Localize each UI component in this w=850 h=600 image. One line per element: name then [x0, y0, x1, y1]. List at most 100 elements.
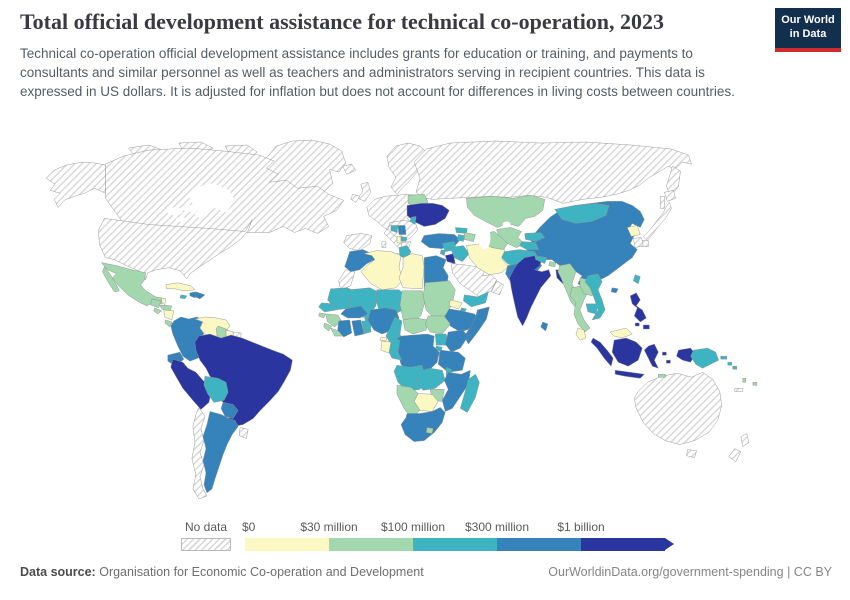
- country-solomon-islands2[interactable]: [732, 365, 738, 370]
- legend-segment-5[interactable]: $1 billion: [557, 520, 674, 551]
- country-south-korea[interactable]: [633, 237, 644, 248]
- country-el-salvador[interactable]: [153, 307, 162, 315]
- country-kenya[interactable]: [445, 329, 469, 353]
- country-indonesia-sumatra[interactable]: [590, 337, 614, 367]
- country-papua-new-guinea-new-britain[interactable]: [720, 355, 727, 360]
- country-solomon-islands[interactable]: [727, 361, 732, 366]
- country-costa-rica[interactable]: [164, 319, 173, 328]
- country-papua-new-guinea[interactable]: [690, 347, 719, 369]
- region-iberia[interactable]: [343, 233, 373, 251]
- country-madagascar[interactable]: [460, 374, 480, 413]
- country-philippines[interactable]: [629, 292, 647, 323]
- country-philippines-mindanao[interactable]: [643, 324, 650, 330]
- country-taiwan[interactable]: [633, 274, 641, 284]
- country-kyrgyzstan[interactable]: [524, 232, 545, 242]
- legend-no-data-swatch[interactable]: [181, 538, 231, 551]
- country-moldova[interactable]: [409, 216, 417, 225]
- country-philippines-palawan[interactable]: [635, 322, 640, 327]
- country-angola[interactable]: [393, 364, 426, 392]
- country-nicaragua[interactable]: [163, 309, 175, 321]
- country-equatorial-guinea[interactable]: [379, 336, 388, 342]
- country-timor-leste[interactable]: [658, 374, 666, 378]
- country-jamaica[interactable]: [179, 294, 188, 300]
- country-ireland[interactable]: [350, 194, 361, 203]
- country-iceland[interactable]: [342, 163, 356, 175]
- country-fiji[interactable]: [752, 382, 758, 386]
- country-iraq[interactable]: [450, 245, 470, 262]
- country-united-states[interactable]: [98, 218, 253, 280]
- country-japan-hokkaido[interactable]: [664, 190, 676, 202]
- country-italy-sardinia[interactable]: [381, 241, 387, 248]
- region-western-sahara[interactable]: [338, 269, 355, 291]
- country-uruguay[interactable]: [238, 427, 249, 439]
- country-indonesia-kalimantan[interactable]: [611, 337, 643, 367]
- country-china-hainan[interactable]: [610, 287, 619, 294]
- country-albania[interactable]: [396, 236, 402, 244]
- country-gabon[interactable]: [380, 340, 392, 354]
- legend-segment-4[interactable]: $300 million: [465, 520, 581, 551]
- country-libya[interactable]: [398, 253, 425, 290]
- legend-segment-1[interactable]: $0: [242, 520, 329, 551]
- license-link[interactable]: CC BY: [793, 565, 832, 579]
- country-haiti[interactable]: [189, 291, 197, 299]
- country-senegal[interactable]: [318, 302, 337, 313]
- country-tanzania[interactable]: [437, 349, 466, 373]
- country-algeria[interactable]: [360, 250, 404, 291]
- country-south-africa[interactable]: [400, 407, 446, 442]
- country-mongolia[interactable]: [554, 203, 610, 224]
- country-morocco[interactable]: [344, 249, 376, 272]
- country-armenia[interactable]: [457, 234, 465, 242]
- country-jordan[interactable]: [445, 253, 456, 264]
- country-australia[interactable]: [634, 372, 722, 445]
- country-indonesia-java[interactable]: [614, 370, 645, 379]
- country-guatemala[interactable]: [150, 298, 161, 309]
- owid-url-link[interactable]: OurWorldinData.org/government-spending: [548, 565, 784, 579]
- country-india[interactable]: [509, 255, 552, 327]
- country-namibia[interactable]: [396, 385, 421, 418]
- country-zambia[interactable]: [415, 367, 446, 391]
- region-new-caledonia[interactable]: [734, 388, 744, 392]
- country-sri-lanka[interactable]: [540, 321, 549, 332]
- country-cambodia[interactable]: [585, 303, 599, 315]
- country-united-states-alaska[interactable]: [45, 161, 106, 208]
- country-myanmar[interactable]: [557, 263, 579, 309]
- country-guinea-bissau[interactable]: [318, 312, 326, 319]
- country-cote-divoire[interactable]: [337, 319, 352, 338]
- country-malaysia-borneo[interactable]: [609, 327, 633, 339]
- legend-segment-2[interactable]: $30 million: [300, 520, 413, 551]
- country-russia[interactable]: [413, 140, 692, 204]
- country-mexico-baja[interactable]: [102, 266, 120, 293]
- country-mozambique[interactable]: [441, 370, 471, 412]
- legend-segment-3[interactable]: $100 million: [381, 520, 497, 551]
- country-bolivia[interactable]: [203, 376, 229, 403]
- country-south-sudan[interactable]: [424, 315, 451, 335]
- country-serbia[interactable]: [397, 225, 407, 235]
- country-burkina-faso[interactable]: [340, 305, 369, 319]
- country-nepal[interactable]: [534, 255, 548, 264]
- country-azerbaijan[interactable]: [464, 232, 476, 242]
- country-bosnia-and-herzegovina[interactable]: [390, 225, 399, 233]
- owid-logo[interactable]: Our World in Data: [775, 8, 841, 52]
- country-australia-tasmania[interactable]: [686, 449, 697, 458]
- country-eritrea[interactable]: [449, 299, 463, 310]
- country-indonesia-sulawesi[interactable]: [644, 343, 659, 369]
- country-dominican-republic[interactable]: [194, 291, 206, 300]
- country-malaysia-peninsula[interactable]: [575, 327, 587, 341]
- country-belize[interactable]: [161, 297, 166, 306]
- country-tajikistan[interactable]: [519, 241, 539, 250]
- country-indonesia-moluccas2[interactable]: [666, 359, 671, 364]
- country-vietnam[interactable]: [584, 273, 606, 321]
- country-brazil[interactable]: [194, 333, 293, 427]
- country-russia-sakhalin[interactable]: [660, 196, 665, 209]
- country-new-zealand[interactable]: [740, 433, 750, 447]
- country-cuba[interactable]: [165, 282, 196, 292]
- country-sierra-leone[interactable]: [323, 322, 332, 332]
- country-lesotho[interactable]: [425, 427, 434, 434]
- country-central-african-republic[interactable]: [402, 317, 429, 335]
- country-somalia[interactable]: [464, 306, 490, 345]
- country-indonesia-papua[interactable]: [676, 347, 696, 363]
- country-yemen[interactable]: [463, 291, 489, 308]
- country-japan-honshu[interactable]: [643, 202, 672, 241]
- country-vanuatu[interactable]: [742, 378, 747, 383]
- country-argentina[interactable]: [202, 411, 239, 494]
